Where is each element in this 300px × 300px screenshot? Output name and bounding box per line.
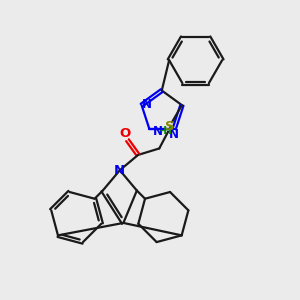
Text: N: N <box>142 98 152 111</box>
Text: -H: -H <box>159 126 172 136</box>
Text: N: N <box>153 125 163 138</box>
Text: N: N <box>114 164 125 177</box>
Text: S: S <box>165 120 174 133</box>
Text: O: O <box>119 127 130 140</box>
Text: N: N <box>169 128 178 141</box>
